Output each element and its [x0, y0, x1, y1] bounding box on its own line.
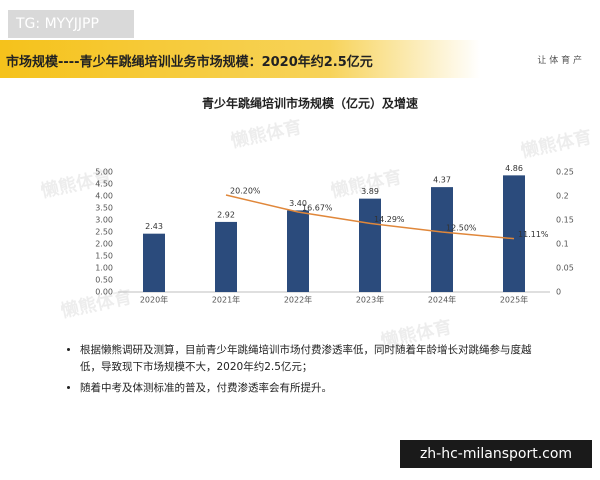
value-label: 2.92	[217, 210, 235, 219]
value-label: 3.40	[289, 199, 307, 208]
line-label: 16.67%	[302, 203, 333, 212]
slogan: 让 体 育 产	[537, 56, 582, 66]
y-tick-label: 3.00	[95, 216, 113, 225]
y2-tick-label: 0	[556, 288, 561, 297]
y-tick-label: 3.50	[95, 204, 113, 213]
x-tick-label: 2021年	[212, 295, 240, 305]
bar	[143, 233, 165, 292]
bar	[215, 221, 237, 292]
y2-tick-label: 0.25	[556, 168, 574, 177]
tag: TG: MYYJJPP	[8, 10, 134, 38]
line-label: 12.50%	[446, 224, 477, 233]
y-tick-label: 4.00	[95, 192, 113, 201]
y-tick-label: 1.50	[95, 252, 113, 261]
bar	[287, 210, 309, 292]
y2-tick-label: 0.15	[556, 216, 574, 225]
y-tick-label: 5.00	[95, 168, 113, 177]
bar	[359, 198, 381, 292]
x-tick-label: 2023年	[356, 295, 384, 305]
value-label: 3.89	[361, 187, 379, 196]
line-label: 11.11%	[518, 230, 549, 239]
y2-tick-label: 0.2	[556, 192, 569, 201]
value-label: 2.43	[145, 222, 163, 231]
x-tick-label: 2020年	[140, 295, 168, 305]
y-tick-label: 1.00	[95, 264, 113, 273]
value-label: 4.86	[505, 164, 523, 173]
x-tick-label: 2024年	[428, 295, 456, 305]
bullet-list: 根据懒熊调研及测算，目前青少年跳绳培训市场付费渗透率低，同时随着年龄增长对跳绳参…	[66, 342, 550, 401]
source-label: zh-hc-milansport.com	[400, 440, 592, 468]
header-title: 市场规模----青少年跳绳培训业务市场规模：2020年约2.5亿元	[6, 55, 373, 70]
line-label: 20.20%	[230, 187, 261, 196]
y-tick-label: 0.50	[95, 276, 113, 285]
bar	[431, 187, 453, 292]
bullet: 随着中考及体测标准的普及，付费渗透率会有所提升。	[80, 380, 550, 397]
y-tick-label: 0.00	[95, 288, 113, 297]
line-label: 14.29%	[374, 215, 405, 224]
bullet: 根据懒熊调研及测算，目前青少年跳绳培训市场付费渗透率低，同时随着年龄增长对跳绳参…	[80, 342, 550, 376]
y-tick-label: 4.50	[95, 180, 113, 189]
y-tick-label: 2.50	[95, 228, 113, 237]
header-bar: 市场规模----青少年跳绳培训业务市场规模：2020年约2.5亿元 让 体 育 …	[0, 40, 600, 78]
value-label: 4.37	[433, 176, 451, 185]
bar	[503, 175, 525, 292]
chart-title: 青少年跳绳培训市场规模（亿元）及增速	[202, 96, 418, 111]
x-tick-label: 2022年	[284, 295, 312, 305]
x-tick-label: 2025年	[500, 295, 528, 305]
y-tick-label: 2.00	[95, 240, 113, 249]
y2-tick-label: 0.1	[556, 240, 569, 249]
growth-line	[225, 194, 515, 240]
y2-tick-label: 0.05	[556, 264, 574, 273]
